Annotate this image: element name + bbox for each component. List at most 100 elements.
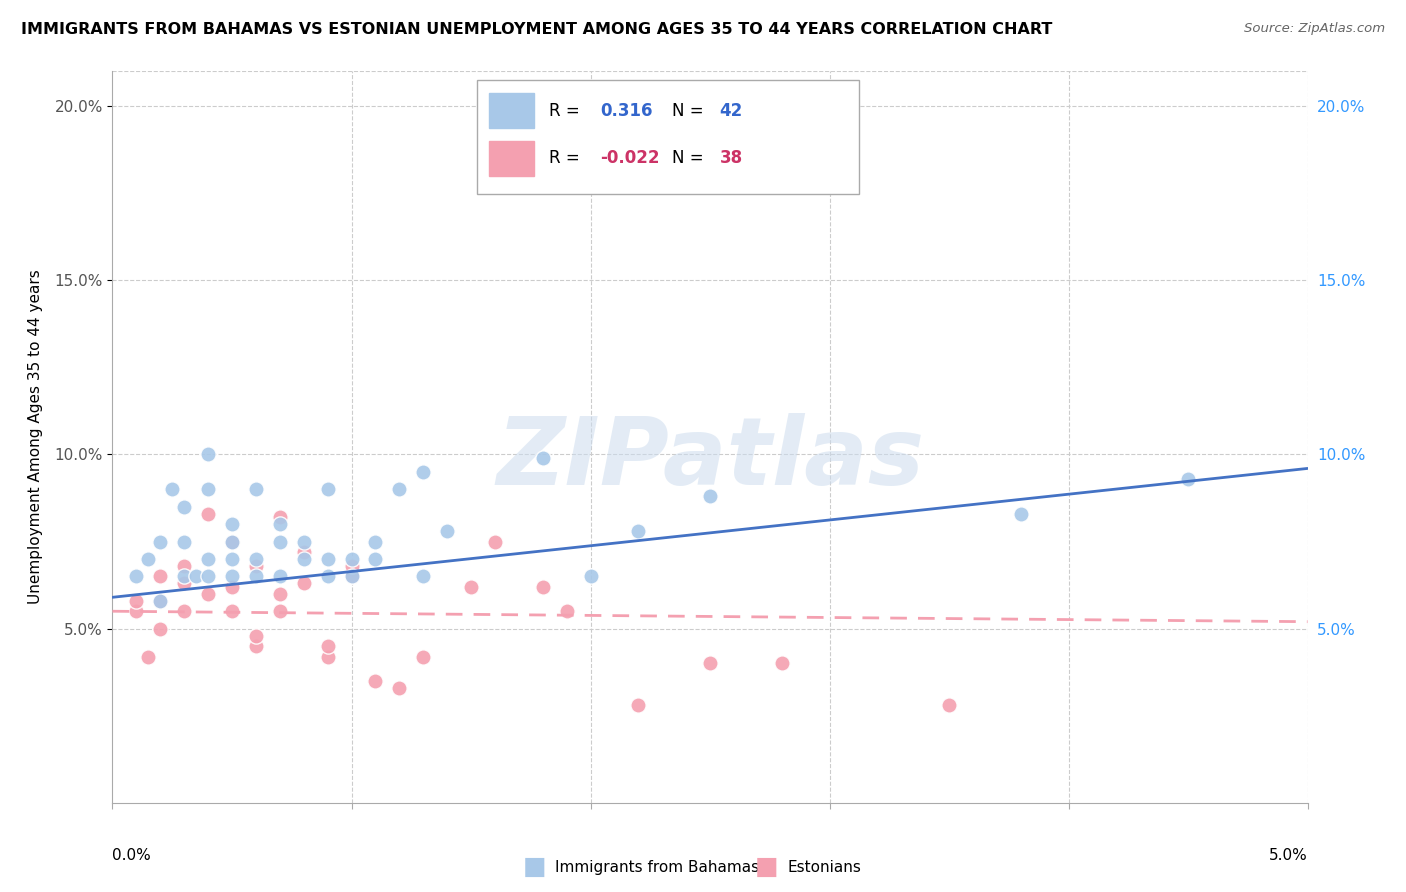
Point [412, 569, 434, 583]
Point [221, 552, 243, 566]
Point [125, 594, 148, 608]
Point [388, 681, 411, 695]
Point [186, 569, 208, 583]
Point [221, 580, 243, 594]
Text: ZIPatlas: ZIPatlas [496, 413, 924, 505]
Text: R =: R = [548, 149, 585, 168]
Point [292, 534, 315, 549]
Point [221, 534, 243, 549]
Point [292, 552, 315, 566]
Point [125, 604, 148, 618]
Text: 42: 42 [720, 102, 742, 120]
Point [197, 483, 219, 497]
Point [531, 580, 554, 594]
Point [364, 534, 387, 549]
Point [197, 587, 219, 601]
Text: 38: 38 [720, 149, 742, 168]
Point [364, 552, 387, 566]
Point [484, 534, 506, 549]
Point [162, 483, 183, 497]
Point [197, 507, 219, 521]
Point [269, 569, 291, 583]
Point [125, 569, 148, 583]
Point [269, 517, 291, 532]
Text: Source: ZipAtlas.com: Source: ZipAtlas.com [1244, 22, 1385, 36]
Point [292, 576, 315, 591]
Point [197, 569, 219, 583]
Point [221, 604, 243, 618]
Text: Estonians: Estonians [787, 860, 862, 874]
Point [221, 534, 243, 549]
Point [173, 558, 195, 573]
Point [221, 517, 243, 532]
Point [245, 639, 267, 653]
Text: ■: ■ [755, 855, 778, 879]
Point [269, 510, 291, 524]
Text: ■: ■ [523, 855, 546, 879]
Text: N =: N = [672, 149, 709, 168]
Text: N =: N = [672, 102, 709, 120]
Point [173, 500, 195, 514]
Point [770, 657, 793, 671]
Point [531, 450, 554, 465]
Point [173, 534, 195, 549]
Point [1010, 507, 1032, 521]
Point [938, 698, 960, 713]
Text: 0.316: 0.316 [600, 102, 652, 120]
Point [245, 558, 267, 573]
Point [138, 552, 160, 566]
Point [316, 569, 339, 583]
Point [412, 649, 434, 664]
Point [364, 673, 387, 688]
Point [149, 534, 172, 549]
Point [316, 552, 339, 566]
Point [173, 576, 195, 591]
Point [245, 552, 267, 566]
Point [197, 448, 219, 462]
Point [340, 569, 363, 583]
Point [460, 580, 482, 594]
Point [245, 629, 267, 643]
Point [340, 569, 363, 583]
Text: -0.022: -0.022 [600, 149, 659, 168]
Point [197, 552, 219, 566]
Y-axis label: Unemployment Among Ages 35 to 44 years: Unemployment Among Ages 35 to 44 years [28, 269, 44, 605]
Point [149, 622, 172, 636]
Text: R =: R = [548, 102, 585, 120]
Point [149, 569, 172, 583]
Point [316, 483, 339, 497]
Point [579, 569, 602, 583]
Point [316, 649, 339, 664]
Point [292, 545, 315, 559]
Point [221, 569, 243, 583]
Point [149, 594, 172, 608]
Point [269, 534, 291, 549]
FancyBboxPatch shape [477, 80, 859, 194]
Point [173, 604, 195, 618]
Point [149, 594, 172, 608]
Text: Immigrants from Bahamas: Immigrants from Bahamas [555, 860, 759, 874]
Bar [489, 94, 534, 128]
Point [340, 558, 363, 573]
Point [508, 152, 530, 166]
Point [627, 524, 650, 538]
Point [245, 483, 267, 497]
Point [269, 587, 291, 601]
Point [269, 604, 291, 618]
Point [340, 552, 363, 566]
Point [699, 657, 721, 671]
Point [555, 604, 578, 618]
Point [412, 465, 434, 479]
Bar [489, 141, 534, 176]
Point [316, 639, 339, 653]
Point [245, 569, 267, 583]
Text: 5.0%: 5.0% [1268, 848, 1308, 863]
Point [1177, 472, 1199, 486]
Text: IMMIGRANTS FROM BAHAMAS VS ESTONIAN UNEMPLOYMENT AMONG AGES 35 TO 44 YEARS CORRE: IMMIGRANTS FROM BAHAMAS VS ESTONIAN UNEM… [21, 22, 1053, 37]
Point [388, 483, 411, 497]
Point [138, 649, 160, 664]
Point [173, 569, 195, 583]
Text: 0.0%: 0.0% [112, 848, 152, 863]
Point [436, 524, 458, 538]
Point [627, 698, 650, 713]
